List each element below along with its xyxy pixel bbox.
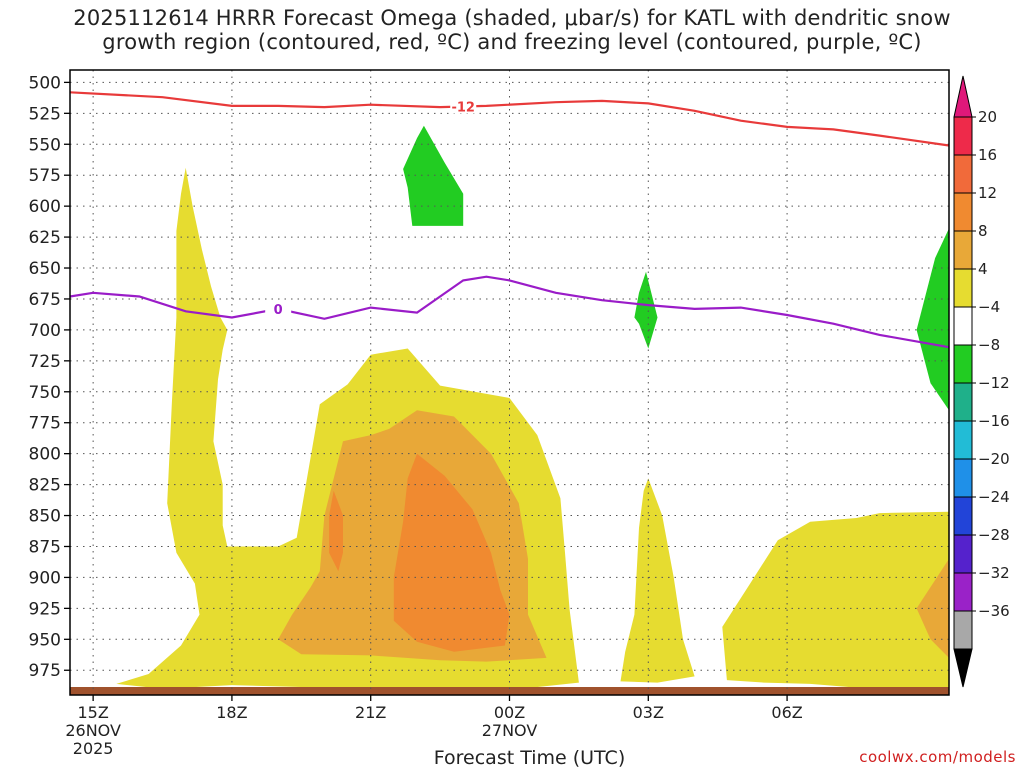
colorbar-swatch (953, 154, 973, 194)
x-tick-year: 2025 (73, 739, 114, 758)
colorbar-label: −4 (978, 298, 1000, 316)
colorbar: 20 16 12 8 4 −4 −8 −12 −16 −20 −24 −28 −32 −36 (953, 75, 1010, 688)
colorbar-swatch (953, 534, 973, 574)
y-tick-label: 875 (29, 537, 61, 557)
grid-lines (70, 70, 949, 695)
x-axis-label: Forecast Time (UTC) (434, 747, 625, 768)
colorbar-label: −20 (978, 450, 1010, 468)
y-tick-label: 850 (29, 507, 61, 527)
contour-label-bg (450, 98, 477, 114)
y-tick-label: 550 (29, 135, 61, 155)
y-tick-label: 500 (29, 73, 61, 93)
omega-region-9 (634, 271, 658, 349)
colorbar-swatch (953, 610, 973, 650)
terrain-strip (70, 687, 949, 695)
x-tick-label: 00Z (494, 703, 525, 722)
x-tick-date: 26NOV (65, 721, 121, 740)
title-line-1: 2025112614 HRRR Forecast Omega (shaded, … (73, 6, 951, 30)
omega-region-10 (916, 228, 949, 411)
contour-label: -12 (451, 101, 475, 116)
omega-region-7 (393, 453, 510, 652)
colorbar-label: −16 (978, 412, 1010, 430)
credit-text: coolwx.com/models (859, 748, 1016, 766)
y-tick-label: 825 (29, 476, 61, 496)
x-tick-label: 15Z (77, 703, 108, 722)
contour-line (69, 275, 950, 349)
y-tick-label: 625 (29, 228, 61, 248)
colorbar-bottom-arrow (953, 648, 973, 688)
x-tick-date: 27NOV (482, 721, 538, 740)
colorbar-swatch (953, 306, 973, 346)
colorbar-label: −8 (978, 336, 1000, 354)
colorbar-swatch (953, 344, 973, 384)
omega-shaded-regions (116, 125, 949, 691)
y-tick-label: 800 (29, 445, 61, 465)
colorbar-swatch (953, 192, 973, 232)
y-tick-label: 525 (29, 104, 61, 124)
chart-title: 2025112614 HRRR Forecast Omega (shaded, … (0, 6, 1024, 54)
colorbar-swatch (953, 116, 973, 156)
colorbar-label: −12 (978, 374, 1010, 392)
y-axis-ticks: 500 525 550 575 600 625 650 675 700 725 750 775 800 8… (29, 73, 70, 681)
colorbar-swatch (953, 420, 973, 460)
title-line-2: growth region (contoured, red, ºC) and f… (102, 30, 922, 54)
y-tick-label: 975 (29, 661, 61, 681)
colorbar-label: −32 (978, 564, 1010, 582)
colorbar-label: −36 (978, 602, 1010, 620)
y-tick-label: 750 (29, 383, 61, 403)
colorbar-swatch (953, 268, 973, 308)
x-tick-label: 21Z (355, 703, 386, 722)
y-tick-label: 650 (29, 259, 61, 279)
y-tick-label: 700 (29, 321, 61, 341)
colorbar-label: −24 (978, 488, 1010, 506)
omega-region-3 (722, 511, 949, 690)
colorbar-swatch (953, 230, 973, 270)
colorbar-label: 4 (978, 260, 988, 278)
x-tick-label: 03Z (633, 703, 664, 722)
omega-region-2 (620, 478, 695, 683)
contour-label-bg (265, 300, 292, 316)
y-tick-label: 600 (29, 197, 61, 217)
colorbar-swatch (953, 572, 973, 612)
y-tick-label: 925 (29, 599, 61, 619)
y-tick-label: 675 (29, 290, 61, 310)
x-tick-label: 06Z (771, 703, 802, 722)
contour-line (69, 91, 950, 147)
colorbar-top-arrow (953, 75, 973, 118)
temperature-contours: -12 0 (69, 91, 950, 349)
y-tick-label: 575 (29, 166, 61, 186)
omega-region-5 (916, 558, 949, 658)
omega-region-6 (329, 490, 343, 572)
colorbar-label: 8 (978, 222, 988, 240)
colorbar-label: 20 (978, 108, 997, 126)
colorbar-label: −28 (978, 526, 1010, 544)
y-tick-label: 775 (29, 414, 61, 434)
contour-label: 0 (274, 303, 283, 318)
colorbar-swatch (953, 458, 973, 498)
colorbar-swatch (953, 496, 973, 536)
colorbar-label: 16 (978, 146, 997, 164)
y-tick-label: 725 (29, 352, 61, 372)
x-tick-label: 18Z (216, 703, 247, 722)
colorbar-label: 12 (978, 184, 997, 202)
y-tick-label: 950 (29, 630, 61, 650)
omega-region-8 (403, 125, 464, 226)
colorbar-swatch (953, 382, 973, 422)
y-tick-label: 900 (29, 568, 61, 588)
